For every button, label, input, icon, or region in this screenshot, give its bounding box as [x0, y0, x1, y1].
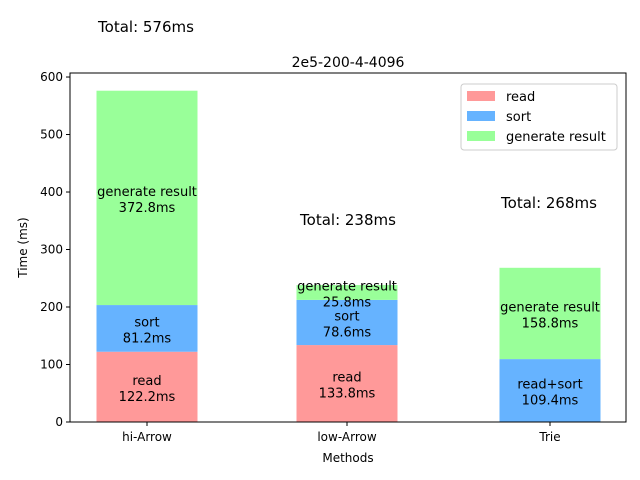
legend-swatch: [467, 111, 495, 121]
legend: [460, 83, 618, 151]
bar-hi-arrow-read: [96, 351, 198, 422]
segment-label: generate result 158.8ms: [500, 300, 600, 331]
segment-label: generate result 25.8ms: [297, 279, 397, 310]
total-label: Total: 576ms: [97, 18, 194, 36]
plot-frame: [69, 72, 627, 423]
bar-trie-read: [499, 359, 601, 422]
y-tick-label: 100: [40, 358, 63, 372]
total-label: Total: 268ms: [500, 194, 597, 212]
x-tick-label: Trie: [538, 430, 560, 444]
legend-swatch: [467, 91, 495, 101]
y-tick-label: 600: [40, 70, 63, 84]
chart-title: 2e5-200-4-4096: [292, 55, 405, 71]
bar-low-arrow-generate-result: [296, 285, 398, 300]
bar-hi-arrow-sort: [96, 305, 198, 352]
segment-label: read 122.2ms: [119, 374, 176, 405]
y-tick-label: 300: [40, 243, 63, 257]
legend-label: sort: [506, 110, 531, 125]
y-tick-label: 200: [40, 300, 63, 314]
segment-label: read+sort 109.4ms: [517, 378, 582, 409]
legend-swatch: [467, 131, 495, 141]
x-tick-label: low-Arrow: [317, 430, 377, 444]
x-tick-label: hi-Arrow: [122, 430, 172, 444]
bar-hi-arrow-generate-result: [96, 90, 198, 306]
y-axis-label: Time (ms): [16, 217, 30, 279]
legend-label: generate result: [506, 130, 606, 145]
bar-low-arrow-read: [296, 345, 398, 422]
y-tick-label: 0: [55, 415, 63, 429]
legend-label: read: [506, 90, 535, 105]
segment-label: sort 78.6ms: [323, 309, 372, 340]
segment-label: read 133.8ms: [319, 371, 376, 402]
y-tick-label: 400: [40, 185, 63, 199]
segment-label: generate result 372.8ms: [97, 185, 197, 216]
total-label: Total: 238ms: [299, 211, 396, 229]
y-tick-label: 500: [40, 128, 63, 142]
bar-low-arrow-sort: [296, 299, 398, 346]
segment-label: sort 81.2ms: [123, 315, 172, 346]
x-axis-label: Methods: [322, 451, 373, 465]
bar-trie-generate-result: [499, 267, 601, 360]
